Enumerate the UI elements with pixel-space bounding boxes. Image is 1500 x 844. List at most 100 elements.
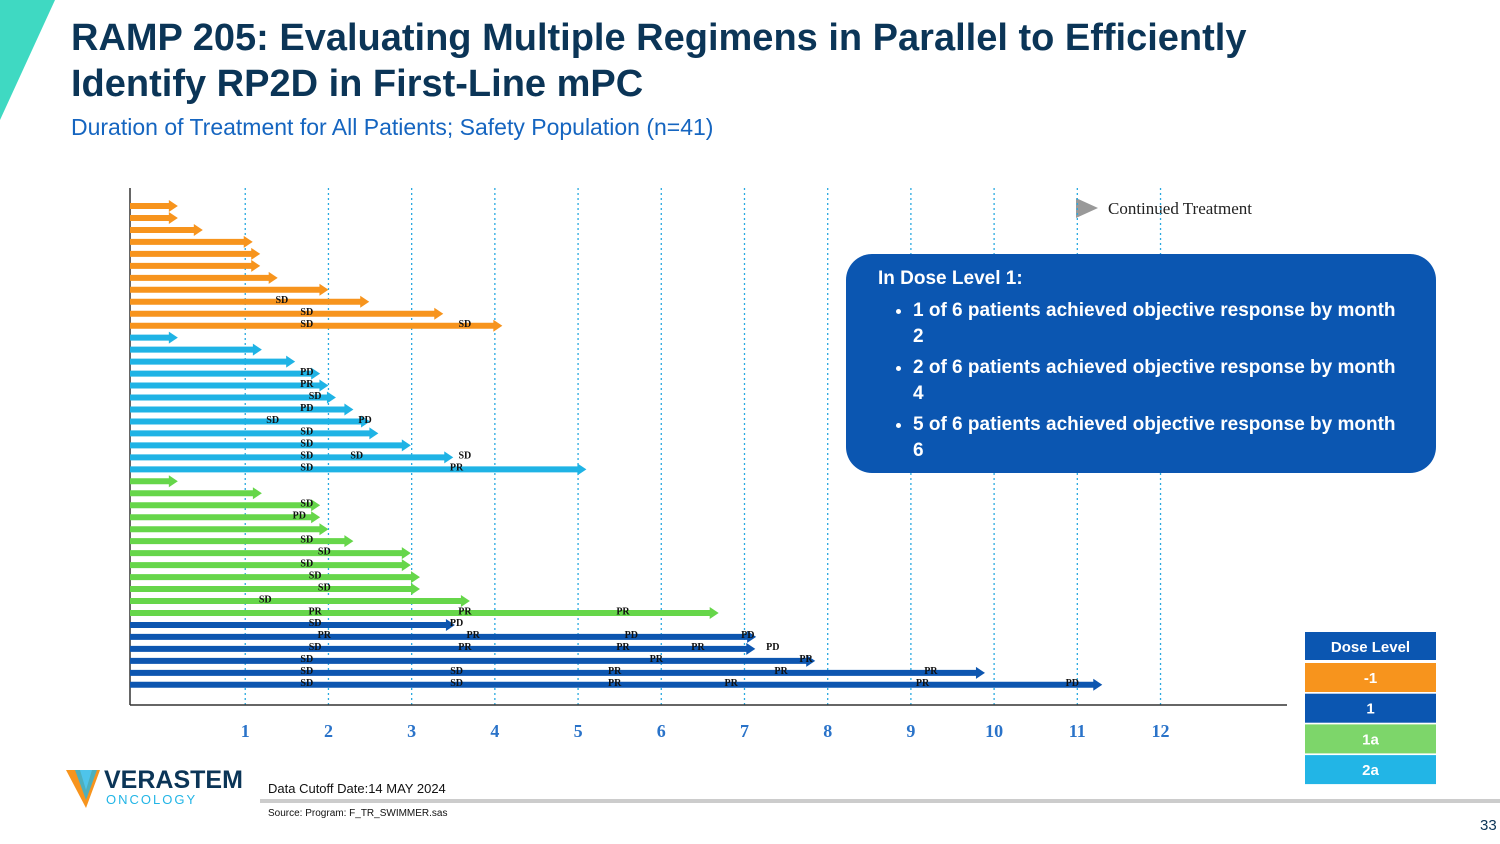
response-label: PR bbox=[300, 379, 314, 390]
bar bbox=[130, 463, 587, 476]
response-label: SD bbox=[266, 415, 279, 426]
response-label: PD bbox=[1066, 678, 1079, 689]
response-label: PD bbox=[741, 630, 754, 641]
response-label: SD bbox=[300, 534, 313, 545]
x-tick-label: 1 bbox=[241, 721, 250, 741]
response-label: SD bbox=[459, 319, 472, 330]
response-label: PR bbox=[458, 642, 472, 653]
x-tick-label: 4 bbox=[490, 721, 499, 741]
response-label: PR bbox=[691, 642, 705, 653]
x-tick-label: 10 bbox=[985, 721, 1003, 741]
x-tick-label: 9 bbox=[906, 721, 915, 741]
bar bbox=[130, 654, 816, 667]
logo-sub: ONCOLOGY bbox=[106, 792, 197, 807]
callout-bullet: 1 of 6 patients achieved objective respo… bbox=[913, 298, 1396, 350]
bar bbox=[130, 475, 178, 488]
bar bbox=[130, 271, 278, 284]
response-label: PD bbox=[450, 618, 463, 629]
response-label: SD bbox=[300, 654, 313, 665]
bar bbox=[130, 666, 985, 679]
response-label: PR bbox=[458, 606, 472, 617]
bar bbox=[130, 487, 262, 500]
bar bbox=[130, 630, 757, 643]
x-tick-label: 3 bbox=[407, 721, 416, 741]
legend-swatch bbox=[1305, 693, 1436, 723]
legend-label: 2a bbox=[1362, 762, 1379, 779]
x-tick-label: 7 bbox=[740, 721, 749, 741]
response-label: SD bbox=[300, 319, 313, 330]
bar bbox=[130, 200, 178, 212]
x-tick-label: 12 bbox=[1152, 721, 1170, 741]
subtitle: Duration of Treatment for All Patients; … bbox=[71, 114, 713, 140]
bar bbox=[130, 535, 354, 548]
bar bbox=[130, 678, 1103, 691]
response-label: PR bbox=[608, 666, 622, 677]
bar bbox=[130, 295, 370, 308]
response-label: SD bbox=[450, 666, 463, 677]
bar bbox=[130, 451, 454, 464]
response-label: PR bbox=[467, 630, 481, 641]
bar bbox=[130, 571, 420, 584]
response-label: PR bbox=[318, 630, 332, 641]
legend-header bbox=[1305, 632, 1436, 660]
corner-accent bbox=[0, 0, 55, 120]
title-line: RAMP 205: Evaluating Multiple Regimens i… bbox=[71, 17, 1246, 59]
bar bbox=[130, 319, 503, 332]
response-label: SD bbox=[309, 642, 322, 653]
continued-label: Continued Treatment bbox=[1108, 199, 1252, 218]
bar bbox=[130, 403, 354, 416]
response-label: SD bbox=[300, 463, 313, 474]
callout-title: In Dose Level 1: bbox=[878, 268, 1023, 289]
response-label: PR bbox=[616, 606, 630, 617]
bar bbox=[130, 547, 411, 560]
bar bbox=[130, 642, 756, 655]
bar bbox=[130, 439, 411, 452]
bar bbox=[130, 343, 262, 356]
source: Source: Program: F_TR_SWIMMER.sas bbox=[268, 808, 447, 819]
response-label: PR bbox=[799, 654, 813, 665]
bar bbox=[130, 606, 719, 619]
response-label: PR bbox=[725, 678, 739, 689]
response-label: SD bbox=[300, 666, 313, 677]
bar bbox=[130, 415, 371, 428]
bar bbox=[130, 583, 420, 596]
response-label: SD bbox=[300, 427, 313, 438]
response-label: PR bbox=[774, 666, 788, 677]
page-number: 33 bbox=[1480, 817, 1497, 834]
response-label: PD bbox=[300, 367, 313, 378]
legend-label: -1 bbox=[1364, 670, 1377, 687]
bar bbox=[130, 259, 261, 272]
legend-swatch bbox=[1305, 663, 1436, 692]
x-tick-label: 5 bbox=[574, 721, 583, 741]
response-label: SD bbox=[275, 295, 288, 306]
bar bbox=[130, 211, 178, 224]
response-label: SD bbox=[300, 439, 313, 450]
callout-bullet: 2 of 6 patients achieved objective respo… bbox=[913, 355, 1396, 407]
response-label: SD bbox=[309, 570, 322, 581]
bar bbox=[130, 391, 336, 404]
response-label: SD bbox=[300, 678, 313, 689]
response-label: SD bbox=[350, 451, 363, 462]
x-tick-label: 2 bbox=[324, 721, 333, 741]
bar bbox=[130, 283, 329, 296]
bar bbox=[130, 247, 261, 260]
response-label: SD bbox=[318, 546, 331, 557]
response-label: SD bbox=[300, 451, 313, 462]
response-label: PD bbox=[358, 415, 371, 426]
bar bbox=[130, 367, 321, 380]
response-label: PD bbox=[300, 403, 313, 414]
response-label: SD bbox=[309, 391, 322, 402]
response-label: PR bbox=[924, 666, 938, 677]
legend-swatch bbox=[1305, 755, 1436, 785]
response-label: PR bbox=[650, 654, 664, 665]
bar bbox=[130, 595, 470, 608]
response-label: SD bbox=[300, 499, 313, 510]
response-label: PR bbox=[450, 463, 464, 474]
response-label: PD bbox=[766, 642, 779, 653]
legend-title: Dose Level bbox=[1331, 639, 1410, 656]
bar bbox=[130, 235, 253, 248]
response-label: SD bbox=[300, 558, 313, 569]
